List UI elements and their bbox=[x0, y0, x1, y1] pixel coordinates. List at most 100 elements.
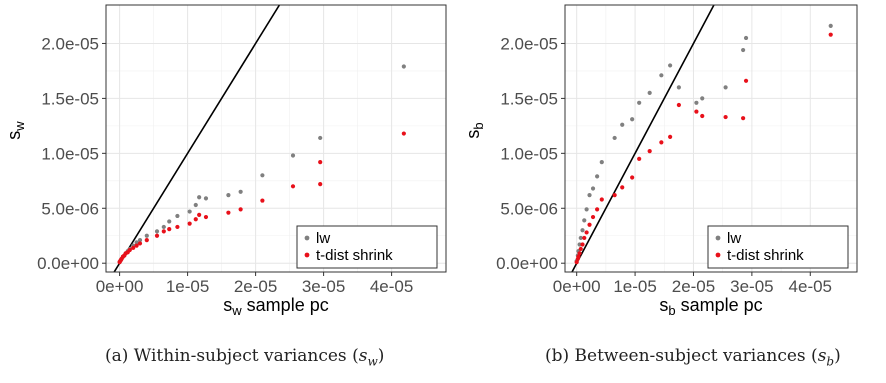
data-point bbox=[577, 251, 582, 256]
x-tick-label: 4e-05 bbox=[789, 277, 832, 296]
data-point bbox=[187, 221, 192, 226]
data-point bbox=[620, 122, 625, 127]
data-point bbox=[723, 114, 728, 120]
data-point bbox=[175, 213, 180, 219]
x-tick-label: 1e-05 bbox=[613, 277, 656, 296]
plot-border bbox=[564, 4, 858, 273]
data-point bbox=[137, 241, 143, 246]
data-point bbox=[743, 35, 749, 41]
legend-box bbox=[296, 225, 438, 269]
y-tick-label: 1.5e-05 bbox=[500, 89, 558, 108]
caption-a-text: (a) Within-subject variances ( bbox=[105, 346, 359, 366]
data-point bbox=[694, 109, 699, 114]
caption-a: (a) Within-subject variances (sw) bbox=[105, 346, 384, 368]
data-point bbox=[161, 229, 166, 234]
legend-label: lw bbox=[727, 230, 741, 247]
legend-box bbox=[707, 225, 849, 269]
y-tick-label: 2.0e-05 bbox=[41, 34, 99, 53]
x-tick-label: 2e-05 bbox=[672, 277, 715, 296]
data-point bbox=[584, 207, 589, 212]
x-tick-label: 4e-05 bbox=[370, 277, 413, 296]
data-point bbox=[694, 100, 699, 105]
data-point bbox=[318, 160, 323, 165]
x-tick-label: 0e+00 bbox=[96, 277, 144, 296]
data-point bbox=[137, 238, 143, 243]
data-point bbox=[580, 242, 585, 247]
data-point bbox=[700, 96, 705, 101]
data-point bbox=[580, 228, 585, 233]
data-point bbox=[676, 102, 681, 108]
legend-label: lw bbox=[316, 230, 330, 247]
x-axis-label-main: s bbox=[659, 295, 668, 315]
y-axis-label-main: s bbox=[4, 131, 24, 140]
x-axis-label-sub: w bbox=[231, 303, 242, 318]
data-point bbox=[582, 235, 587, 241]
series-t-dist-shrink bbox=[117, 131, 406, 265]
data-point bbox=[578, 235, 583, 241]
legend-key bbox=[304, 252, 310, 258]
data-point bbox=[154, 229, 160, 234]
x-axis-label-sub: b bbox=[668, 303, 675, 318]
data-point bbox=[828, 32, 833, 37]
data-point bbox=[676, 85, 681, 90]
y-axis-label-sub: b bbox=[471, 122, 486, 129]
caption-a-var: s bbox=[358, 346, 368, 366]
x-axis-label-rest: sample pc bbox=[676, 295, 763, 315]
y-axis-label-sub: w bbox=[12, 121, 27, 132]
y-tick-label: 2.0e-05 bbox=[500, 34, 558, 53]
plot-panel-b: 0.0e+00 5.0e-06 1.0e-05 1.5e-05 2.0e-05 0e+00… bbox=[463, 4, 858, 318]
plot-panel-a: 0.0e+00 5.0e-06 1.0e-05 1.5e-05 2.0e-05 0e+00… bbox=[4, 4, 447, 318]
y-axis-label: sw bbox=[4, 121, 27, 140]
caption-b-var: s bbox=[817, 346, 827, 366]
data-point bbox=[318, 135, 323, 141]
series-t-dist-shrink bbox=[574, 32, 833, 265]
data-point bbox=[741, 47, 746, 53]
data-point bbox=[167, 227, 172, 232]
legend-key bbox=[715, 235, 721, 241]
y-tick-label: 0.0e+00 bbox=[496, 254, 558, 273]
data-point bbox=[226, 192, 231, 198]
data-point bbox=[723, 85, 728, 90]
data-point bbox=[193, 202, 198, 208]
y-tick-label: 5.0e-06 bbox=[500, 199, 558, 218]
data-point bbox=[647, 149, 652, 154]
x-tick-label: 3e-05 bbox=[730, 277, 773, 296]
data-point bbox=[637, 100, 642, 105]
data-point bbox=[238, 189, 243, 194]
x-tick-label: 3e-05 bbox=[302, 277, 345, 296]
data-point bbox=[161, 224, 166, 230]
legend-key bbox=[304, 235, 310, 241]
y-tick-label: 0.0e+00 bbox=[37, 254, 99, 273]
data-point bbox=[590, 214, 596, 220]
data-point bbox=[193, 217, 198, 222]
caption-a-close: ) bbox=[377, 346, 385, 366]
data-point bbox=[401, 131, 406, 136]
data-point bbox=[203, 196, 209, 201]
identity-line bbox=[113, 5, 281, 272]
data-point bbox=[577, 242, 582, 247]
x-axis-label-main: s bbox=[223, 295, 232, 315]
data-point bbox=[260, 198, 265, 203]
data-point bbox=[203, 214, 209, 220]
data-point bbox=[127, 247, 132, 253]
legend-label: t-dist shrink bbox=[727, 247, 804, 264]
data-point bbox=[576, 254, 581, 259]
plot-border bbox=[105, 4, 447, 273]
y-axis-label: sb bbox=[463, 122, 486, 138]
caption-b-close: ) bbox=[834, 346, 841, 366]
x-axis-label-rest: sample pc bbox=[242, 295, 329, 315]
data-point bbox=[197, 195, 202, 200]
data-point bbox=[401, 64, 406, 69]
data-point bbox=[154, 233, 160, 238]
legend-label: t-dist shrink bbox=[316, 247, 393, 264]
data-point bbox=[659, 73, 664, 78]
x-tick-label: 0e+00 bbox=[553, 277, 601, 296]
x-tick-label: 2e-05 bbox=[234, 277, 277, 296]
data-point bbox=[175, 224, 180, 230]
data-point bbox=[290, 184, 296, 189]
data-point bbox=[741, 116, 746, 121]
data-point bbox=[260, 173, 265, 178]
data-point bbox=[743, 78, 749, 83]
data-point bbox=[595, 207, 600, 212]
